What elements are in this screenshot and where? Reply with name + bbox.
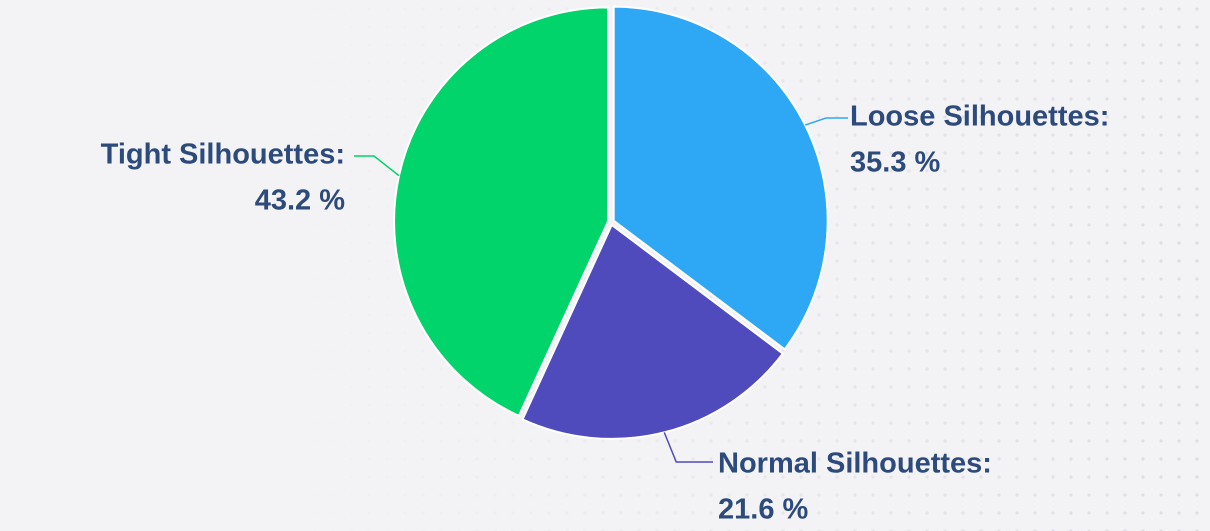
value-label: 21.6 % [718, 494, 808, 526]
pie-slice [521, 223, 784, 440]
leader-line [804, 117, 848, 126]
value-label: 35.3 % [850, 147, 940, 179]
slice-label: Loose Silhouettes: [850, 101, 1109, 133]
value-label: 43.2 % [255, 185, 345, 217]
pie-slice [612, 5, 829, 351]
slice-label: Normal Silhouettes: [718, 448, 992, 480]
slice-label: Tight Silhouettes: [101, 139, 345, 171]
leader-line [663, 432, 713, 463]
leader-line [354, 155, 400, 177]
plot: Loose Silhouettes: 35.3 % Normal Silhouett… [101, 5, 1109, 526]
